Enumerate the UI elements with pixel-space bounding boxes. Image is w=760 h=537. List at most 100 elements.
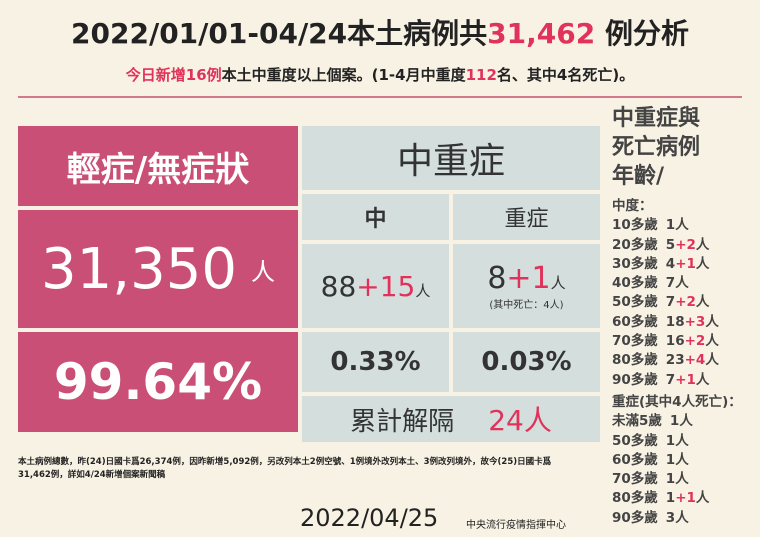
age-row: 60多歲 18+3人 (612, 313, 742, 332)
mild-header: 輕症/無症狀 (18, 126, 298, 206)
age-unit: 人 (695, 294, 710, 311)
age: 10多歲 (612, 217, 658, 234)
moderate-count-box: 88 +15 人 (302, 244, 449, 328)
critical-add: +1 (506, 261, 551, 296)
age-count: 4 (665, 255, 676, 272)
mild-count: 31,350 (41, 236, 237, 302)
agency: 中央流行疫情指揮中心 (466, 520, 566, 531)
age-count: 1 (665, 490, 676, 507)
age-count: 1 (665, 471, 676, 488)
ages-title-line: 年齡/ (612, 164, 665, 189)
age-row: 90多歲 7+1人 (612, 371, 742, 390)
age: 50多歲 (612, 294, 658, 311)
age-count: 16 (665, 333, 685, 350)
moderate-header: 中 (302, 194, 449, 240)
age-count: 1 (665, 217, 676, 234)
critical-ages: 未滿5歲 1人 50多歲 1人 60多歲 1人 70多歲 1人 80多歲 1+1人 90多歲 3人 (612, 412, 742, 528)
moderate-base: 88 (320, 269, 357, 303)
age-count: 1 (665, 432, 676, 449)
age-count: 18 (665, 313, 685, 330)
age-row: 90多歲 3人 (612, 509, 742, 528)
age: 60多歲 (612, 451, 658, 468)
age-count: 1 (669, 413, 680, 430)
age-unit: 人 (705, 333, 719, 350)
age: 80多歲 (612, 490, 658, 507)
released-label: 累計解隔 (350, 406, 455, 437)
age-row: 40多歲 7人 (612, 274, 742, 293)
title-text: 例分析 (595, 17, 689, 50)
age-unit: 人 (705, 352, 719, 369)
age-unit: 人 (695, 255, 710, 272)
age-row: 70多歲 1人 (612, 470, 742, 489)
moderate-ages-title: 中度： (612, 198, 653, 214)
age-unit: 人 (675, 432, 689, 449)
age-add: +1 (675, 490, 696, 507)
age: 50多歲 (612, 432, 658, 449)
age-row: 10多歲 1人 (612, 216, 742, 235)
age-unit: 人 (695, 490, 710, 507)
age-row: 未滿5歲 1人 (612, 412, 742, 431)
age-unit: 人 (675, 509, 689, 526)
age-add: +1 (675, 255, 696, 272)
title-text: 2022/01/01-04/24本土病例共 (71, 17, 488, 50)
critical-note: (其中死亡：4人) (489, 300, 564, 311)
age-add: +3 (684, 313, 706, 330)
critical-percent: 0.03% (453, 332, 600, 392)
age-unit: 人 (695, 236, 710, 253)
age-row: 80多歲 1+1人 (612, 489, 742, 508)
ages-title-line: 中重症與 (612, 106, 701, 131)
age-unit: 人 (675, 451, 689, 468)
note-line: 31,462例，詳如4/24新增個案新聞稿 (18, 470, 166, 480)
subtitle-text: 112 (465, 66, 497, 84)
age-row: 70多歲 16+2人 (612, 332, 742, 351)
title: 2022/01/01-04/24本土病例共31,462 例分析 (0, 12, 760, 52)
age-unit: 人 (675, 217, 689, 234)
moderate-unit: 人 (415, 281, 431, 300)
age-row: 60多歲 1人 (612, 451, 742, 470)
age-row: 20多歲 5+2人 (612, 236, 742, 255)
mild-percent: 99.64% (18, 332, 298, 432)
age: 未滿5歲 (612, 413, 662, 430)
date: 2022/04/25 (300, 504, 439, 532)
age-add: +2 (675, 294, 696, 311)
age-count: 7 (665, 371, 676, 388)
age-count: 1 (665, 451, 676, 468)
age: 40多歲 (612, 275, 658, 292)
released-count: 24人 (488, 404, 552, 437)
age-add: +2 (675, 236, 696, 253)
severe-header: 中重症 (302, 126, 600, 190)
age-count: 3 (665, 509, 676, 526)
age-count: 5 (665, 236, 676, 253)
age-count: 7 (665, 294, 676, 311)
age-add: +1 (675, 371, 696, 388)
age-add: +2 (684, 333, 706, 350)
age-row: 50多歲 7+2人 (612, 293, 742, 312)
age-row: 30多歲 4+1人 (612, 255, 742, 274)
subtitle-text: 本土中重度以上個案。(1-4月中重度 (221, 66, 466, 84)
title-count: 31,462 (487, 17, 596, 50)
age-unit: 人 (675, 275, 689, 292)
ages-title: 中重症與 死亡病例 年齡/ (612, 104, 700, 191)
age-unit: 人 (675, 471, 689, 488)
age-unit: 人 (705, 313, 719, 330)
age-add: +4 (684, 352, 706, 369)
moderate-add: +15 (356, 269, 416, 303)
age: 90多歲 (612, 509, 658, 526)
critical-ages-title: 重症(其中4人死亡)： (612, 393, 742, 410)
note-line: 本土病例總數，昨(24)日國卡爲26,374例，因昨新增5,092例，另改列本土… (18, 457, 552, 467)
critical-header: 重症 (453, 194, 600, 240)
age-unit: 人 (695, 371, 710, 388)
moderate-percent: 0.33% (302, 332, 449, 392)
divider (18, 96, 742, 98)
age: 30多歲 (612, 255, 658, 272)
released-box: 累計解隔 24人 (302, 396, 600, 442)
age: 60多歲 (612, 313, 658, 330)
age: 70多歲 (612, 471, 658, 488)
age-row: 50多歲 1人 (612, 432, 742, 451)
mild-unit: 人 (250, 257, 275, 286)
age-row: 80多歲 23+4人 (612, 351, 742, 370)
age-count: 7 (665, 275, 676, 292)
critical-base: 8 (487, 261, 507, 296)
age: 20多歲 (612, 236, 658, 253)
